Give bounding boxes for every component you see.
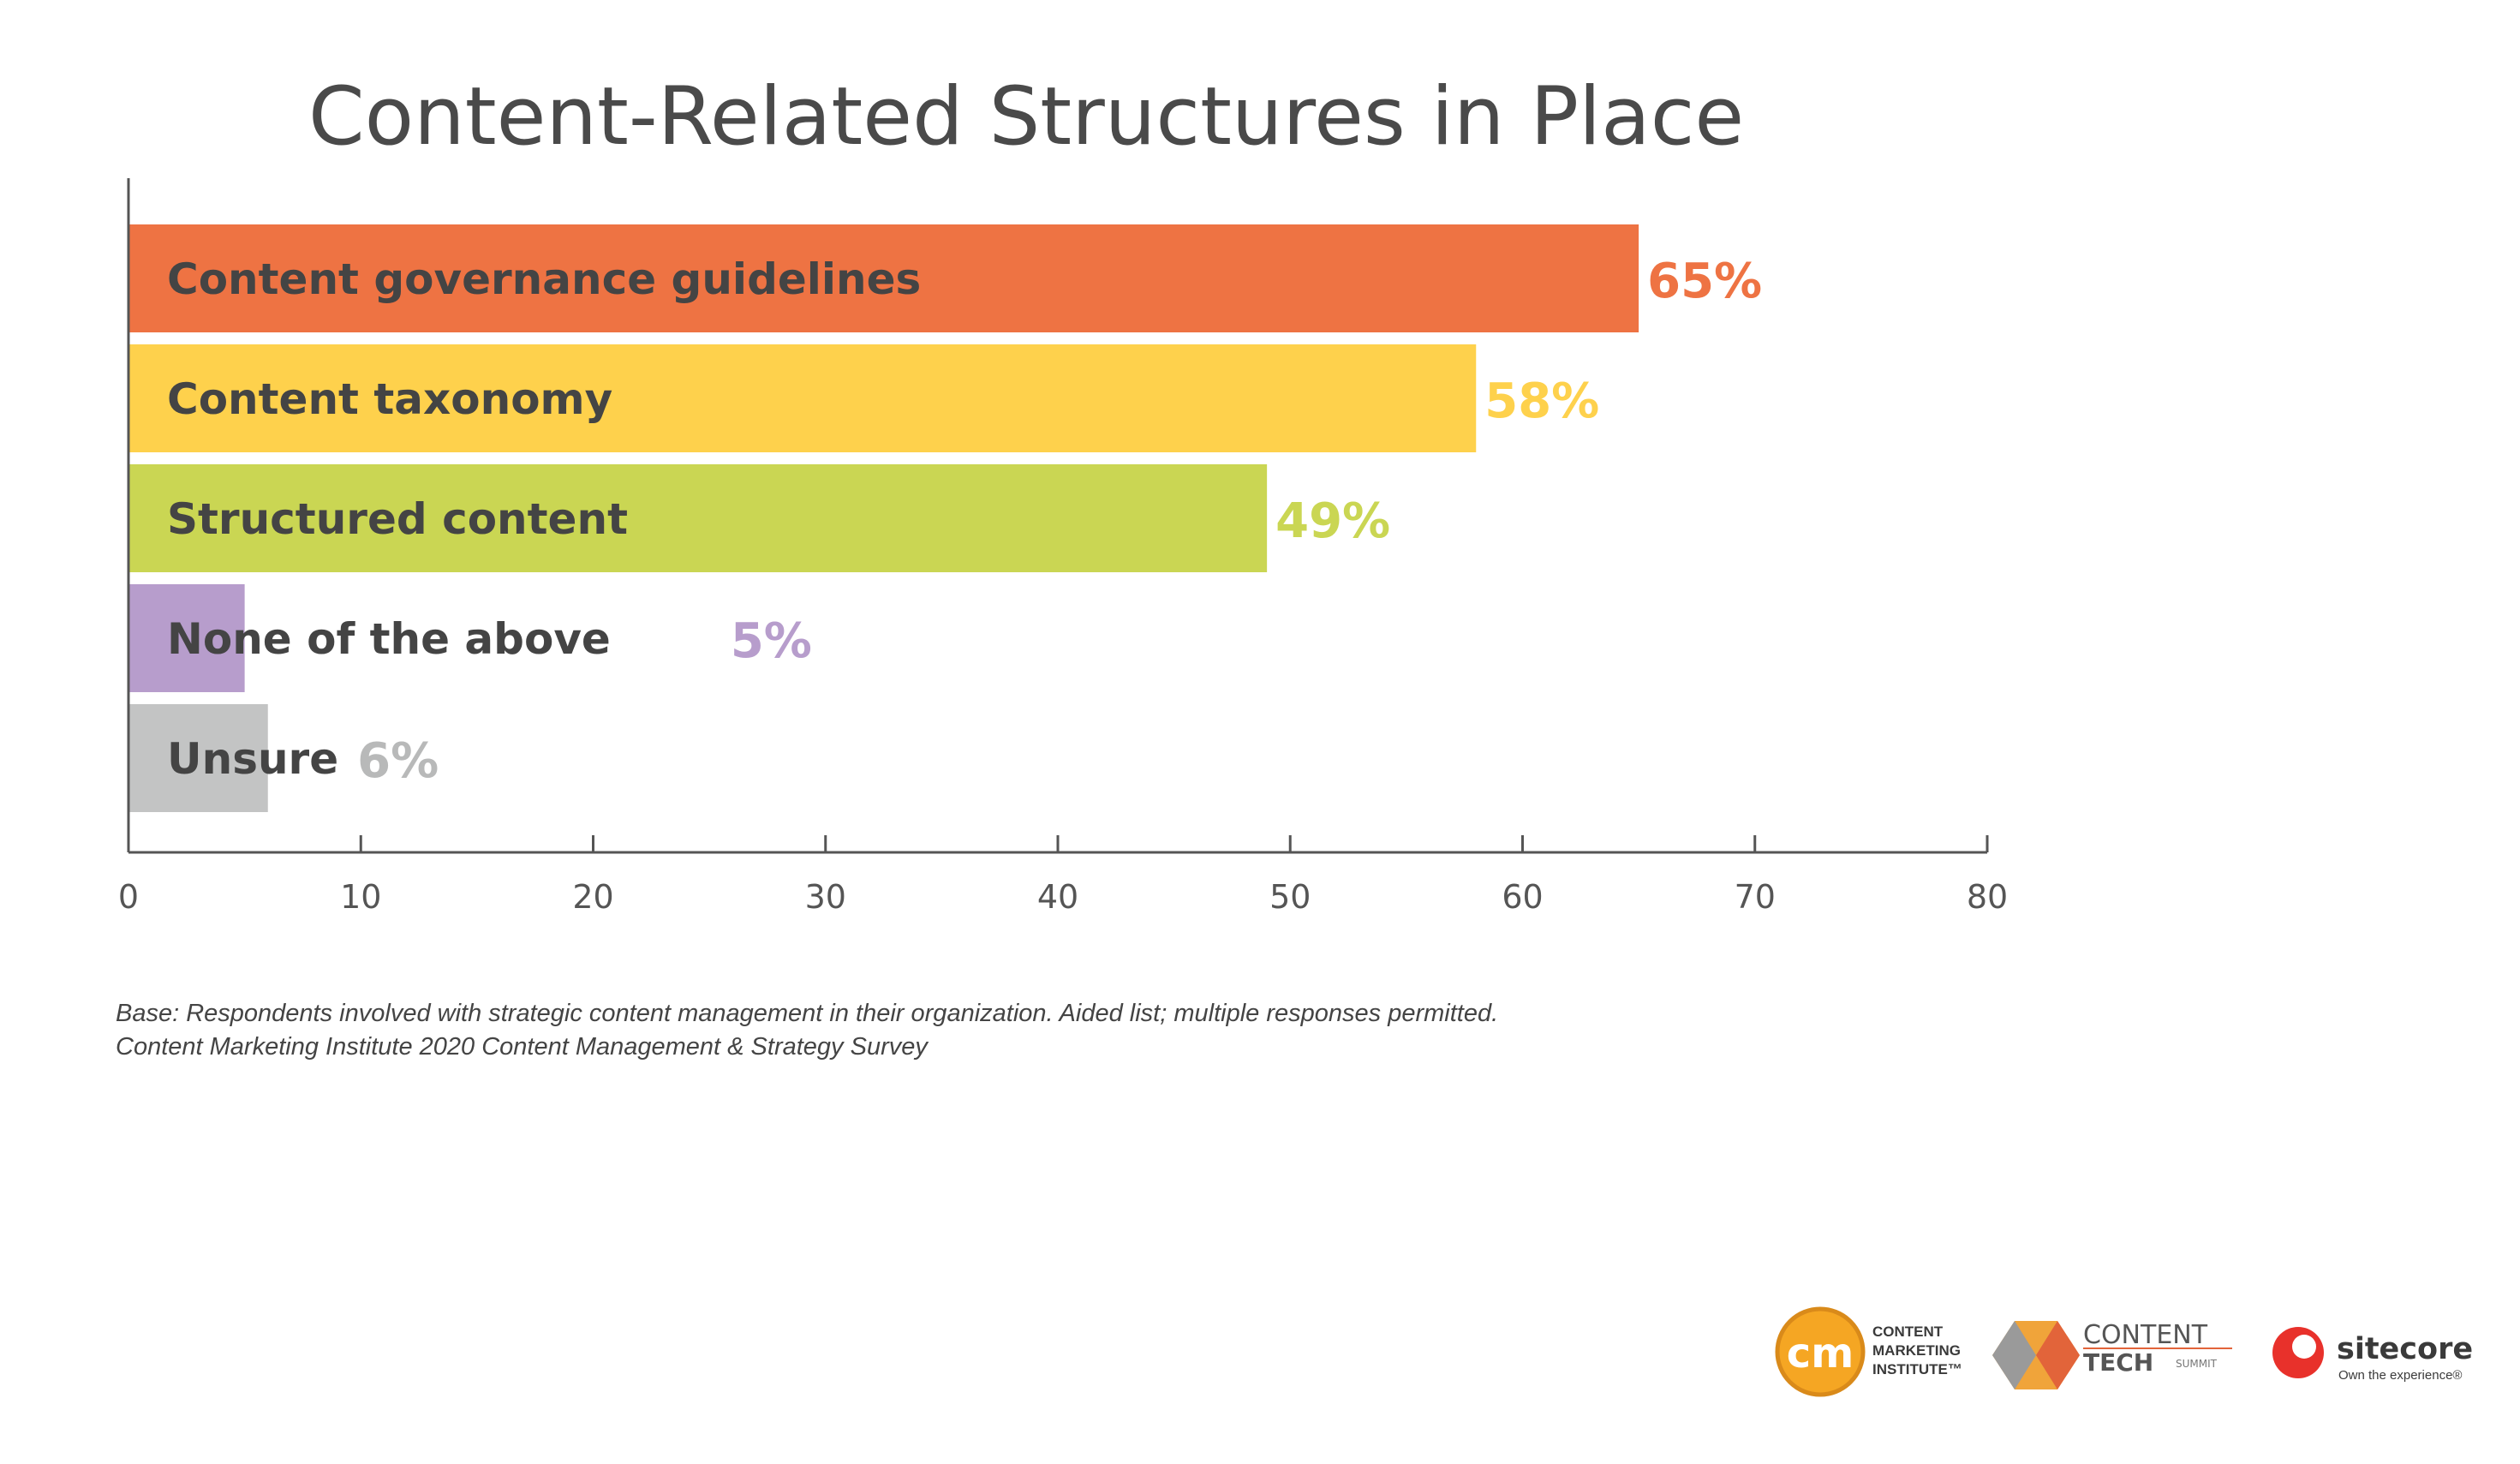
x-tick-label-4: 40 bbox=[1037, 878, 1078, 916]
bar-label-4: Unsure bbox=[167, 734, 338, 784]
x-tick-label-6: 60 bbox=[1502, 878, 1543, 916]
content-tech-word2: TECH bbox=[2083, 1348, 2153, 1377]
x-tick-label-8: 80 bbox=[1967, 878, 2008, 916]
bar-3 bbox=[128, 584, 245, 692]
sitecore-name: sitecore bbox=[2337, 1332, 2473, 1366]
content-tech-logo: CONTENT TECH SUMMIT bbox=[1992, 1320, 2232, 1389]
footnote-source: Content Marketing Institute 2020 Content… bbox=[116, 1033, 928, 1061]
content-tech-word1: CONTENT bbox=[2083, 1320, 2208, 1350]
sitecore-tagline: Own the experience® bbox=[2338, 1368, 2462, 1383]
x-tick-label-0: 0 bbox=[118, 878, 139, 916]
x-tick-label-2: 20 bbox=[572, 878, 613, 916]
bar-2 bbox=[128, 464, 1268, 572]
sitecore-logo: sitecore Own the experience® bbox=[2272, 1327, 2473, 1383]
cmi-logo-line2: MARKETING bbox=[1872, 1342, 1961, 1359]
x-tick-label-1: 10 bbox=[340, 878, 381, 916]
cmi-logo-mark: cm bbox=[1787, 1330, 1854, 1377]
value-label-4: 6% bbox=[357, 733, 439, 789]
value-label-3: 5% bbox=[731, 613, 812, 669]
chart-title: Content-Related Structures in Place bbox=[308, 70, 1744, 164]
x-tick-label-7: 70 bbox=[1735, 878, 1776, 916]
x-tick-label-5: 50 bbox=[1269, 878, 1311, 916]
cmi-logo-line3: INSTITUTE™ bbox=[1872, 1361, 1962, 1377]
cmi-logo-circle-icon bbox=[1775, 1306, 1866, 1397]
x-ticks-group: 0 10 20 30 40 50 60 70 80 bbox=[118, 835, 2008, 916]
bar-label-3: None of the above bbox=[167, 614, 611, 664]
value-label-2: 49% bbox=[1275, 493, 1390, 549]
content-tech-word3: SUMMIT bbox=[2176, 1358, 2218, 1370]
footnote-base: Base: Respondents involved with strategi… bbox=[116, 1000, 1499, 1027]
bar-label-1: Content taxonomy bbox=[167, 374, 612, 424]
bar-label-0: Content governance guidelines bbox=[167, 254, 921, 304]
bar-1 bbox=[128, 344, 1477, 452]
bar-4 bbox=[128, 704, 268, 812]
bar-label-2: Structured content bbox=[167, 494, 628, 544]
value-label-1: 58% bbox=[1484, 373, 1599, 429]
cmi-logo-line1: CONTENT bbox=[1872, 1324, 1944, 1340]
cmi-logo: cm CONTENT MARKETING INSTITUTE™ bbox=[1775, 1306, 1962, 1397]
bars-group: Content governance guidelines Content tax… bbox=[128, 224, 1762, 812]
bar-0 bbox=[128, 224, 1639, 332]
x-tick-label-3: 30 bbox=[805, 878, 846, 916]
value-label-0: 65% bbox=[1647, 254, 1762, 309]
